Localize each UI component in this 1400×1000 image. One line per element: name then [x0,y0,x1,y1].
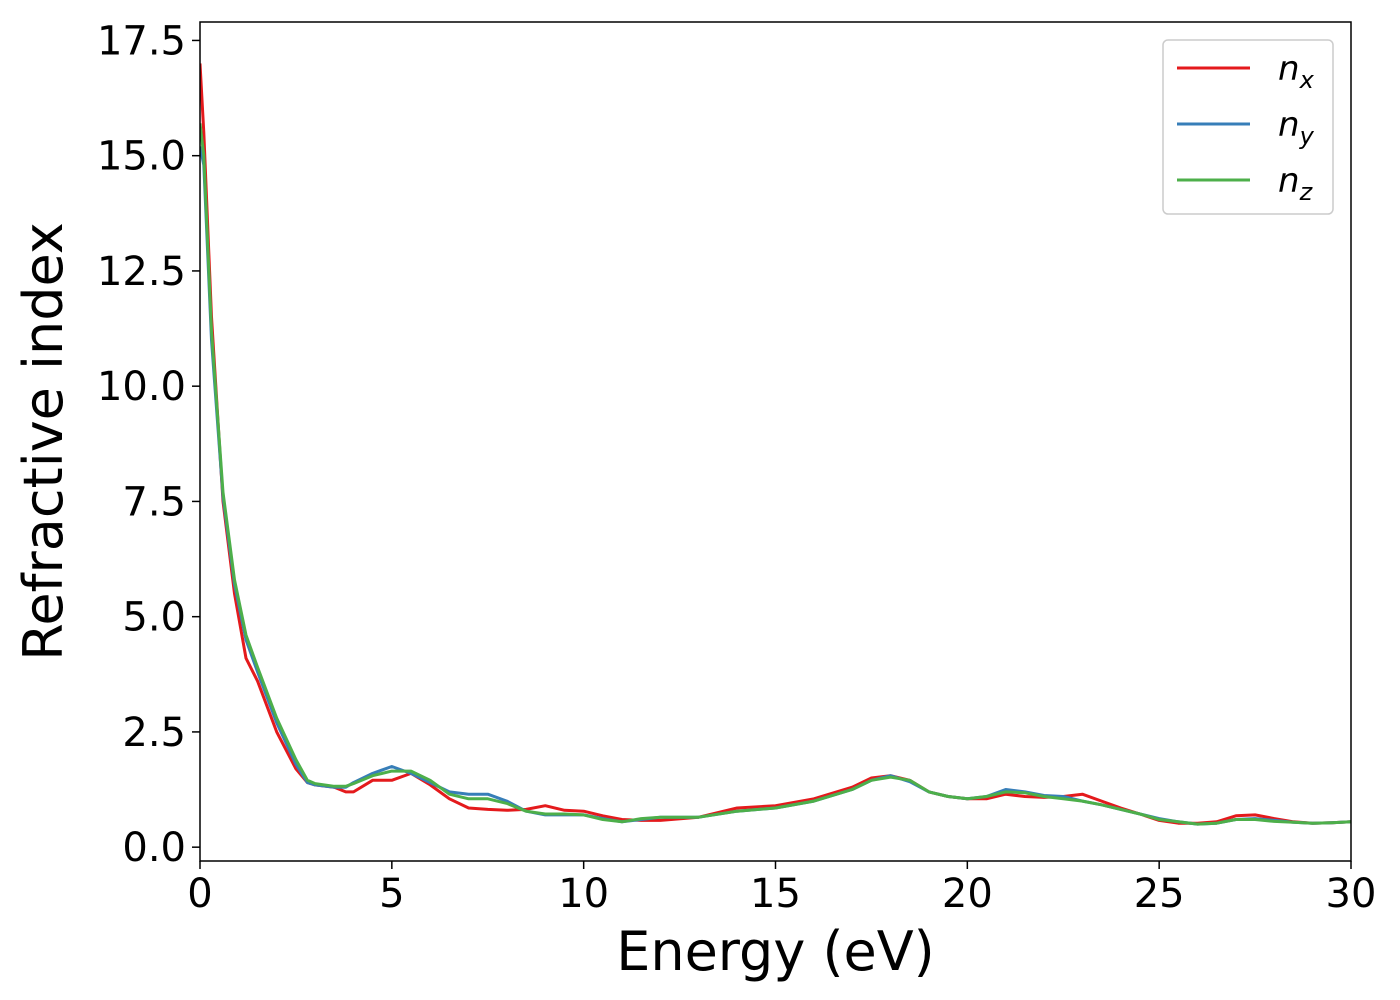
y-tick-label: 15.0 [97,134,186,180]
x-tick-label: 30 [1326,871,1377,917]
x-tick-label: 15 [750,871,801,917]
y-tick-label: 17.5 [97,18,186,64]
y-tick-label: 0.0 [122,825,186,871]
legend-label-y: ny [1278,105,1315,150]
legend-box [1162,39,1334,215]
y-axis-label: Refractive index [12,222,75,661]
y-tick-label: 12.5 [97,249,186,295]
series-layer [200,63,1351,826]
legend-label-z: nz [1278,161,1314,206]
y-axis: 0.0 2.5 5.0 7.5 10.0 12.5 15.0 17.5 [97,18,200,871]
y-tick-label: 7.5 [122,479,186,525]
x-tick-label: 5 [379,871,404,917]
x-axis: 0 5 10 15 20 25 30 [187,861,1376,917]
y-tick-label: 10.0 [97,364,186,410]
x-tick-label: 20 [942,871,993,917]
x-tick-label: 10 [558,871,609,917]
legend: nx ny nz [1162,39,1334,215]
x-tick-label: 0 [187,871,212,917]
x-axis-label: Energy (eV) [616,920,935,983]
y-tick-label: 2.5 [122,710,186,756]
x-tick-label: 25 [1134,871,1185,917]
y-tick-label: 5.0 [122,595,186,641]
legend-label-x: nx [1278,49,1315,94]
series-line-n-z [200,123,1351,826]
